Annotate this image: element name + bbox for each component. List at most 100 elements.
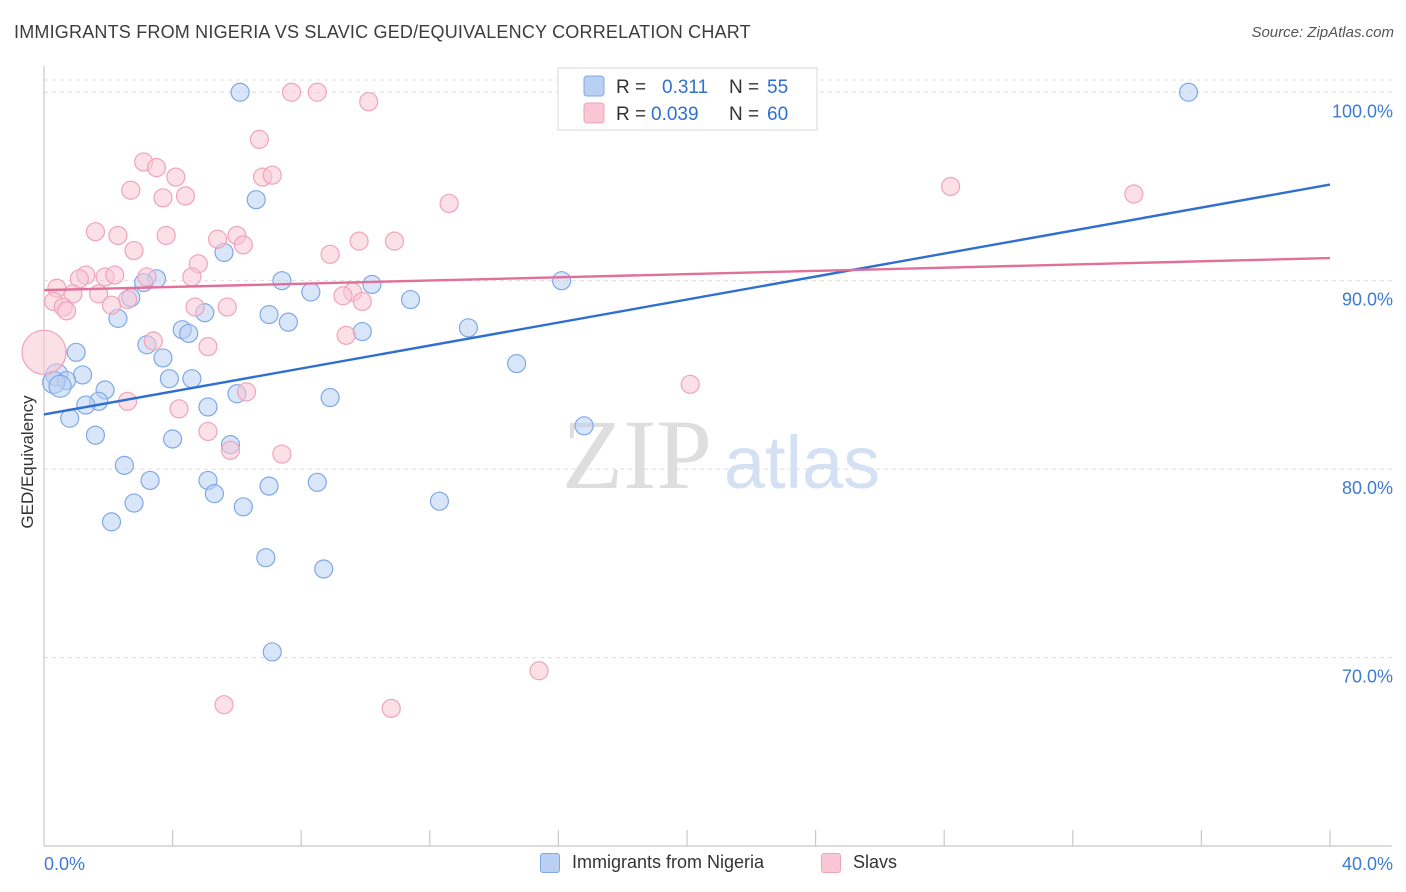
point-0-7 bbox=[301, 282, 321, 302]
point-1-21 bbox=[349, 231, 369, 251]
point-0-46 bbox=[307, 472, 327, 492]
point-1-10 bbox=[121, 180, 141, 200]
legend-swatch-nigeria-bottom bbox=[540, 852, 560, 873]
point-1-46 bbox=[336, 325, 356, 345]
point-0-47 bbox=[204, 484, 224, 504]
point-1-16 bbox=[108, 225, 128, 246]
point-0-40 bbox=[163, 429, 183, 449]
point-1-3 bbox=[249, 129, 270, 149]
point-0-29 bbox=[159, 369, 179, 389]
point-1-49 bbox=[680, 374, 700, 394]
legend-n-value-nigeria: 55 bbox=[767, 77, 788, 98]
point-1-58 bbox=[214, 695, 234, 715]
point-1-11 bbox=[153, 188, 173, 208]
data-points bbox=[21, 82, 1199, 719]
point-0-54 bbox=[262, 642, 282, 662]
y-axis-label: GED/Equivalency bbox=[18, 395, 37, 529]
point-1-15 bbox=[85, 222, 106, 242]
tick-labels: 100.0% 90.0% 80.0% 70.0% 0.0% 40.0% bbox=[44, 101, 1393, 874]
legend-bottom: Immigrants from Nigeria Slavs bbox=[0, 850, 1406, 880]
point-0-30 bbox=[182, 369, 202, 389]
point-0-19 bbox=[458, 318, 478, 338]
point-1-12 bbox=[175, 186, 196, 206]
legend-r-label-nigeria: R = bbox=[616, 77, 646, 98]
point-1-44 bbox=[217, 297, 237, 317]
legend-swatch-slavs bbox=[583, 102, 605, 124]
point-1-35 bbox=[117, 289, 138, 310]
point-1-50 bbox=[236, 382, 257, 402]
point-0-28 bbox=[48, 374, 72, 398]
legend-item-nigeria: Immigrants from Nigeria bbox=[540, 852, 764, 873]
chart-title: IMMIGRANTS FROM NIGERIA VS SLAVIC GED/EQ… bbox=[14, 22, 751, 42]
legend-n-label-nigeria: N = bbox=[729, 77, 759, 98]
point-0-1 bbox=[1178, 82, 1199, 102]
point-1-38 bbox=[333, 286, 353, 306]
trend-lines bbox=[43, 183, 1331, 416]
watermark: ZIP atlas bbox=[562, 399, 880, 510]
point-1-17 bbox=[156, 225, 176, 246]
point-1-9 bbox=[941, 176, 961, 197]
point-0-35 bbox=[320, 387, 340, 408]
point-1-13 bbox=[439, 193, 459, 214]
point-1-57 bbox=[529, 661, 549, 681]
y-tick-label-2: 80.0% bbox=[1342, 478, 1393, 498]
point-1-52 bbox=[169, 399, 189, 419]
point-0-2 bbox=[246, 190, 266, 210]
point-0-50 bbox=[429, 491, 450, 511]
point-0-42 bbox=[114, 455, 134, 475]
point-1-24 bbox=[320, 244, 340, 264]
watermark-atlas: atlas bbox=[724, 421, 880, 504]
legend-top: R = 0.311 N = 55 R = 0.039 N = 60 bbox=[557, 67, 818, 131]
point-1-22 bbox=[384, 231, 405, 251]
legend-swatch-nigeria bbox=[583, 75, 605, 97]
point-1-29 bbox=[105, 265, 125, 285]
point-0-49 bbox=[233, 497, 253, 517]
point-1-1 bbox=[307, 82, 327, 102]
point-0-36 bbox=[198, 397, 218, 417]
y-tick-label-0: 100.0% bbox=[1332, 101, 1393, 121]
point-1-6 bbox=[166, 167, 186, 187]
point-0-10 bbox=[552, 271, 572, 291]
point-0-14 bbox=[278, 312, 298, 332]
point-0-48 bbox=[124, 493, 144, 513]
legend-swatch-slavs-bottom bbox=[821, 852, 841, 873]
point-1-41 bbox=[56, 301, 77, 321]
trend-line-1 bbox=[43, 256, 1331, 292]
point-1-47 bbox=[198, 337, 218, 357]
x-tick-label-1: 40.0% bbox=[1342, 854, 1393, 874]
point-0-25 bbox=[72, 365, 93, 385]
point-1-20 bbox=[233, 235, 253, 255]
series-0 bbox=[42, 82, 1199, 662]
point-1-45 bbox=[143, 331, 163, 351]
point-0-23 bbox=[507, 354, 527, 374]
point-0-43 bbox=[140, 470, 160, 491]
legend-r-value-nigeria: 0.311 bbox=[662, 77, 708, 98]
point-1-18 bbox=[208, 229, 228, 249]
series-1 bbox=[21, 82, 1144, 719]
point-0-9 bbox=[400, 289, 421, 310]
point-0-22 bbox=[153, 348, 173, 368]
point-1-53 bbox=[198, 421, 218, 442]
legend-r-value-slavs: 0.039 bbox=[651, 104, 699, 125]
point-1-37 bbox=[352, 291, 372, 312]
point-0-8 bbox=[362, 274, 382, 295]
point-0-39 bbox=[85, 425, 106, 445]
gridlines bbox=[44, 79, 1392, 659]
point-1-30 bbox=[182, 267, 202, 287]
point-1-2 bbox=[359, 92, 379, 112]
legend-item-slavs: Slavs bbox=[821, 852, 897, 873]
source-credit: Source: ZipAtlas.com bbox=[1251, 24, 1394, 41]
watermark-zip: ZIP bbox=[562, 399, 712, 510]
point-1-43 bbox=[185, 297, 205, 317]
legend-label-nigeria: Immigrants from Nigeria bbox=[572, 852, 765, 872]
point-0-38 bbox=[574, 416, 594, 436]
point-0-52 bbox=[256, 548, 276, 568]
point-1-8 bbox=[262, 165, 282, 185]
legend-n-label-slavs: N = bbox=[729, 104, 759, 125]
point-0-18 bbox=[352, 321, 372, 342]
point-0-0 bbox=[230, 82, 250, 102]
point-1-42 bbox=[101, 295, 122, 315]
point-0-51 bbox=[101, 512, 122, 532]
point-1-5 bbox=[146, 158, 167, 178]
